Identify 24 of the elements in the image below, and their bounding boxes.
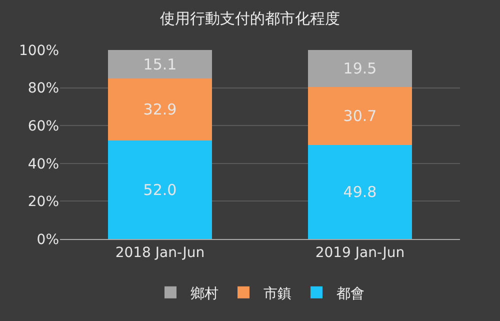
y-tick-label: 20% — [28, 194, 59, 210]
bar — [108, 78, 212, 141]
y-tick-label: 80% — [28, 80, 59, 97]
y-tick-label: 60% — [28, 118, 59, 134]
x-tick-label: 2018 Jan-Jun — [115, 244, 205, 261]
x-tick-label: 2019 Jan-Jun — [315, 244, 405, 261]
y-tick-label: 0% — [36, 232, 59, 248]
y-tick-label: 40% — [28, 156, 59, 172]
chart-title: 使用行動支付的都市化程度 — [160, 9, 340, 28]
data-label: 52.0 — [143, 180, 177, 199]
legend-label: 市鎮 — [264, 286, 292, 302]
data-label: 32.9 — [143, 100, 177, 119]
bar — [108, 140, 212, 239]
legend-label: 都會 — [336, 286, 364, 302]
data-label: 30.7 — [343, 106, 377, 125]
data-label: 49.8 — [343, 182, 377, 201]
data-label: 19.5 — [343, 59, 377, 78]
bar — [108, 50, 212, 79]
legend-label: 鄉村 — [190, 286, 218, 302]
bar — [308, 86, 412, 145]
y-tick-label: 100% — [18, 42, 59, 59]
bar — [308, 144, 412, 239]
bar — [308, 50, 412, 87]
data-label: 15.1 — [143, 55, 177, 74]
